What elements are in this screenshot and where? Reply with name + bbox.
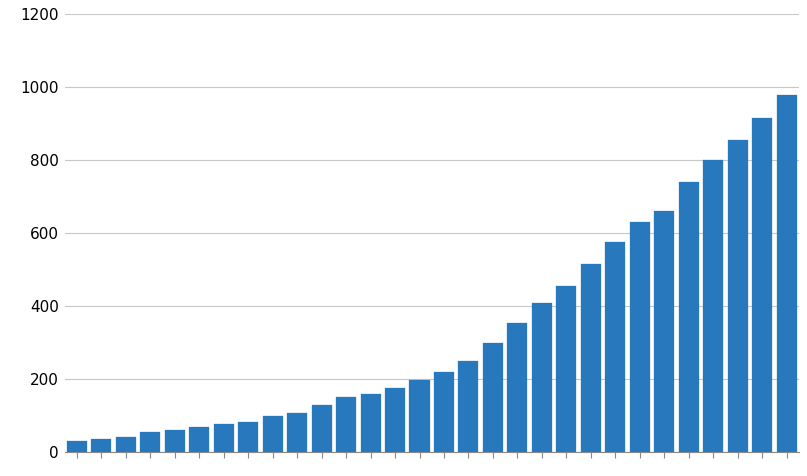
Bar [581, 264, 601, 452]
Bar [629, 222, 650, 452]
Bar [361, 394, 381, 452]
Bar [214, 424, 234, 452]
Bar [238, 422, 258, 452]
Bar [385, 388, 405, 452]
Bar [458, 361, 479, 452]
Bar [679, 182, 699, 452]
Bar [654, 211, 675, 452]
Bar [508, 323, 528, 452]
Bar [262, 416, 282, 452]
Bar [91, 439, 111, 452]
Bar [605, 242, 625, 452]
Bar [287, 413, 307, 452]
Bar [140, 432, 161, 452]
Bar [312, 406, 332, 452]
Bar [67, 441, 87, 452]
Bar [409, 380, 429, 452]
Bar [189, 426, 209, 452]
Bar [115, 437, 136, 452]
Bar [483, 343, 503, 452]
Bar [336, 397, 356, 452]
Bar [752, 119, 772, 452]
Bar [728, 140, 748, 452]
Bar [165, 430, 185, 452]
Bar [532, 303, 552, 452]
Bar [556, 286, 576, 452]
Bar [434, 372, 454, 452]
Bar [776, 95, 797, 452]
Bar [703, 160, 723, 452]
